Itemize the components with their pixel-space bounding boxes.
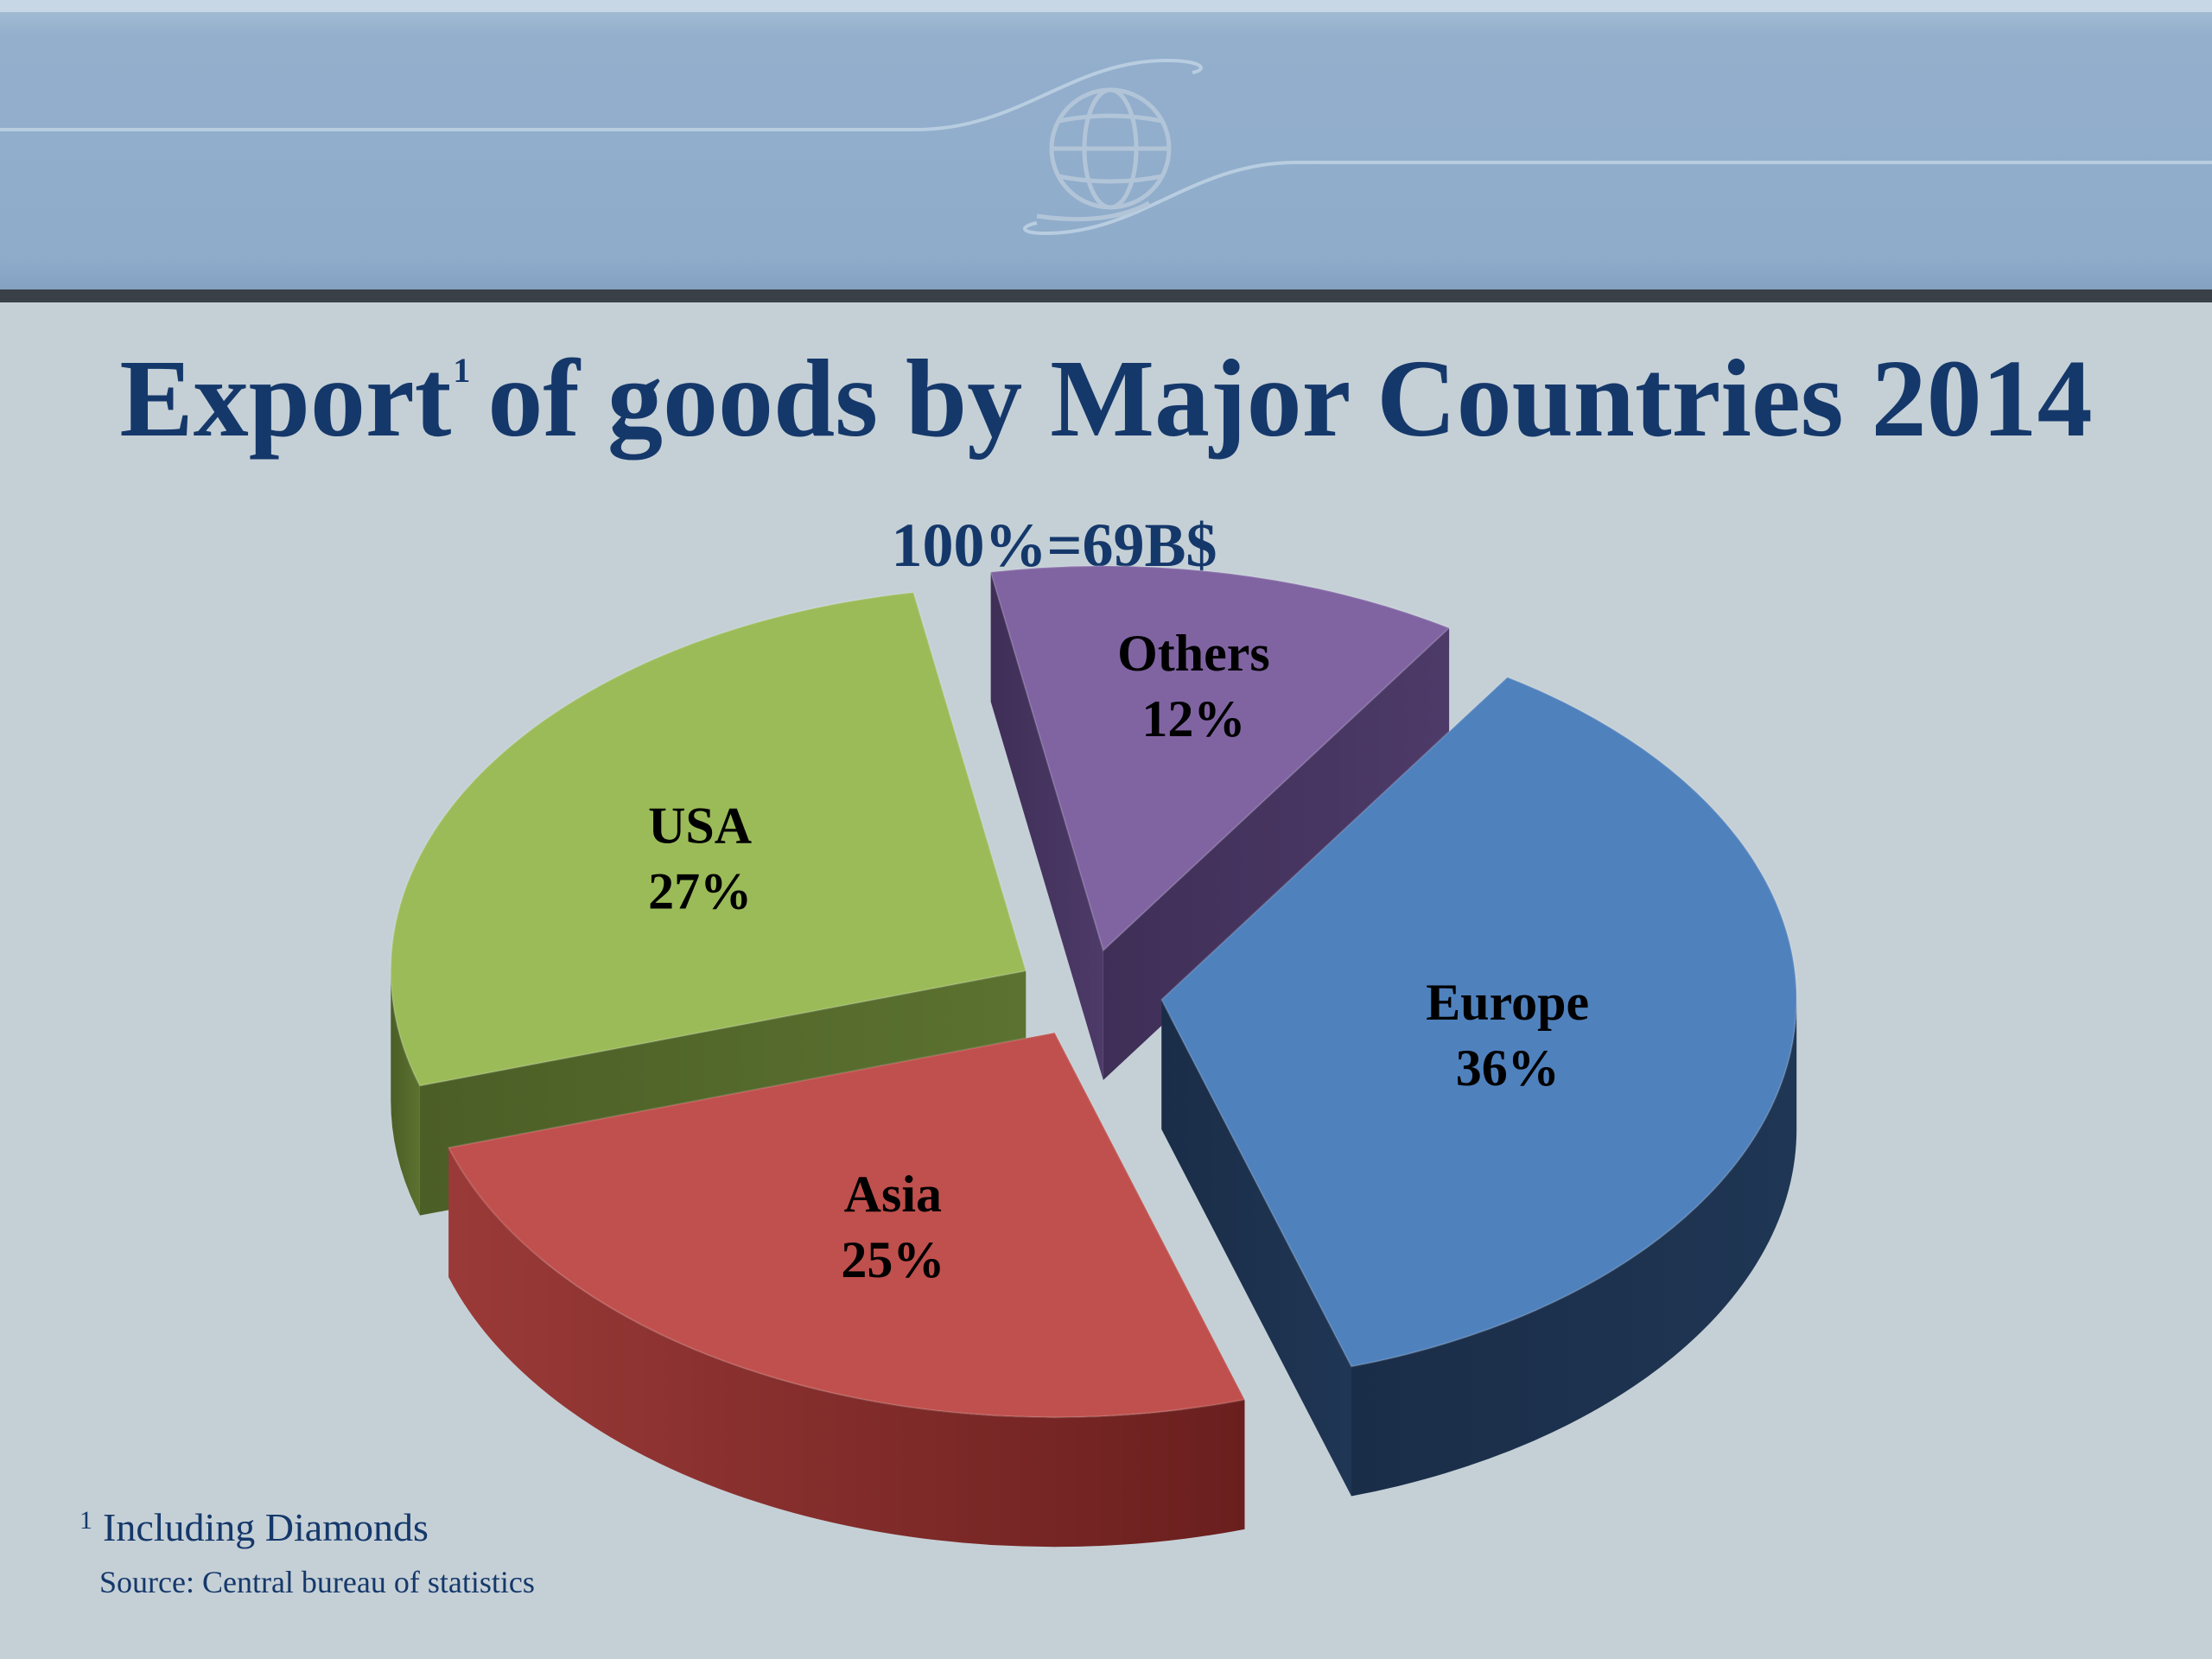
pie-slice-wall: [990, 572, 1103, 1081]
page-title: Export1 of goods by Major Countries 2014: [119, 337, 2093, 460]
globe-logo-icon: [1036, 87, 1172, 222]
pie-slice-side: [1351, 999, 1797, 1497]
footnote: 1 Including Diamonds: [79, 1505, 429, 1549]
pie-slice-top: [989, 565, 1451, 952]
pie-slice-top: [1160, 676, 1798, 1368]
slice-label-usa: USA: [648, 797, 752, 854]
slice-label-others: Others: [1117, 625, 1270, 682]
slice-label-europe: Europe: [1426, 974, 1589, 1031]
pie-slice-wall: [1103, 627, 1450, 1081]
pie-slice-europe: [1160, 676, 1798, 1497]
pie-slice-top: [390, 591, 1027, 1087]
footnote-marker: 1: [79, 1506, 92, 1535]
pie-slice-others: [989, 565, 1451, 1081]
pie-slice-asia: [447, 1032, 1246, 1548]
slice-value-usa: 27%: [648, 862, 752, 919]
slice-value-asia: 25%: [841, 1231, 944, 1288]
slice-value-europe: 36%: [1456, 1039, 1560, 1096]
pie-slice-wall: [1161, 999, 1352, 1497]
title-footnote-marker: 1: [453, 351, 471, 390]
slice-label-asia: Asia: [844, 1166, 942, 1223]
pie-slice-side: [448, 1147, 1245, 1548]
header-banner: [0, 0, 2212, 302]
slice-value-others: 12%: [1141, 690, 1245, 747]
pie-slice-side: [391, 970, 420, 1216]
source-note: Source: Central bureau of statistics: [99, 1565, 535, 1599]
pie-slice-top: [447, 1032, 1246, 1419]
